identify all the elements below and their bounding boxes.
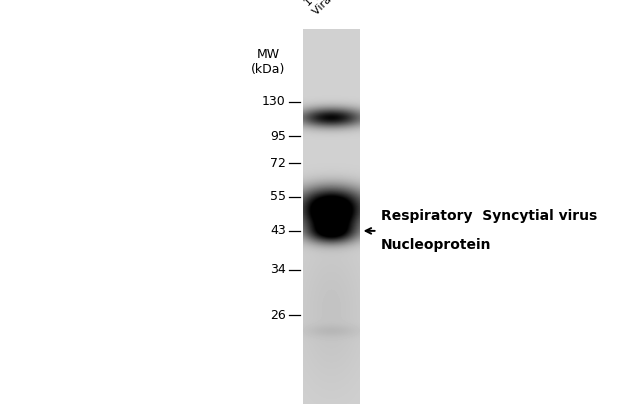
Text: 72: 72 — [270, 156, 286, 170]
Text: MW
(kDa): MW (kDa) — [251, 48, 286, 76]
Text: Nucleoprotein: Nucleoprotein — [381, 238, 491, 253]
Text: 43: 43 — [270, 224, 286, 238]
Text: 130: 130 — [262, 95, 286, 109]
Text: 95: 95 — [270, 130, 286, 143]
Text: 55: 55 — [270, 190, 286, 203]
Text: 26: 26 — [270, 309, 286, 322]
Text: 1 μg RSV subtype A
Viral Lysate: 1 μg RSV subtype A Viral Lysate — [303, 0, 396, 17]
Text: Respiratory  Syncytial virus: Respiratory Syncytial virus — [381, 209, 597, 223]
Text: 34: 34 — [270, 263, 286, 276]
